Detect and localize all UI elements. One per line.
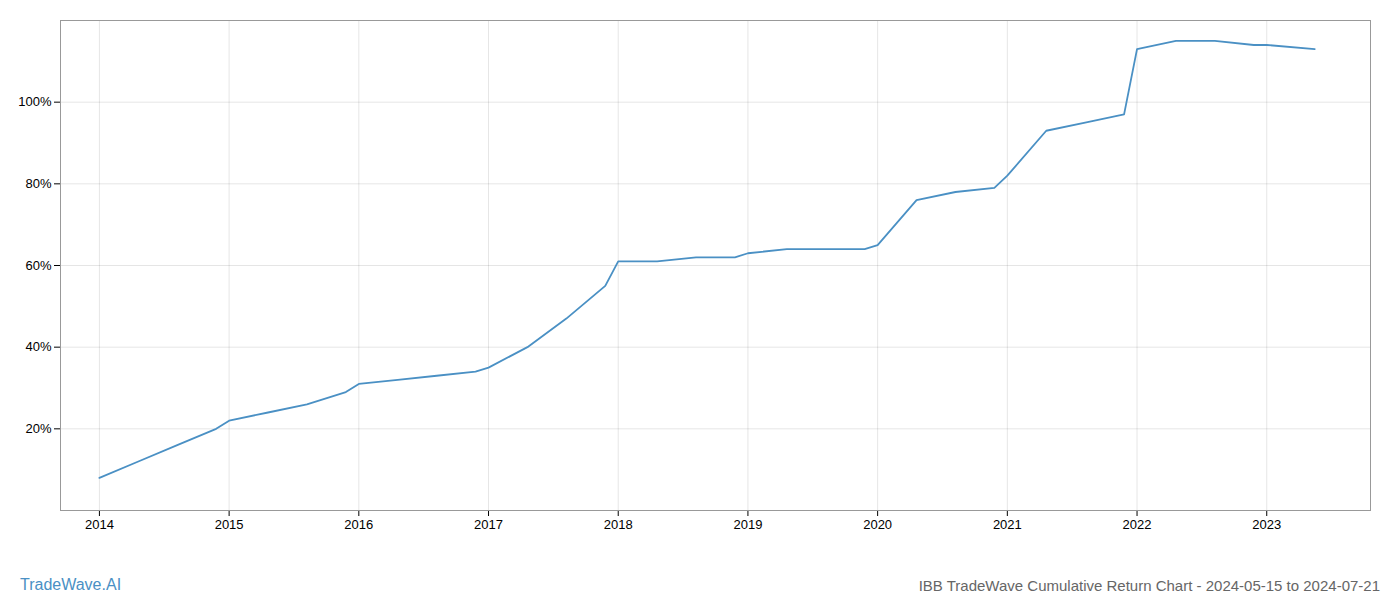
- svg-text:2016: 2016: [344, 517, 373, 532]
- svg-text:2020: 2020: [863, 517, 892, 532]
- svg-text:2023: 2023: [1252, 517, 1281, 532]
- svg-text:100%: 100%: [18, 94, 52, 109]
- svg-text:40%: 40%: [25, 339, 51, 354]
- svg-text:2018: 2018: [604, 517, 633, 532]
- html-text:TradeWave.AI: TradeWave.AI: [20, 576, 122, 593]
- svg-text:60%: 60%: [25, 258, 51, 273]
- svg-text:2014: 2014: [85, 517, 114, 532]
- svg-text:80%: 80%: [25, 176, 51, 191]
- svg-text:2017: 2017: [474, 517, 503, 532]
- svg-text:2015: 2015: [215, 517, 244, 532]
- svg-text:2022: 2022: [1123, 517, 1152, 532]
- svg-text:2019: 2019: [733, 517, 762, 532]
- svg-text:20%: 20%: [25, 421, 51, 436]
- html-text:IBB TradeWave Cumulative Retur: IBB TradeWave Cumulative Return Chart - …: [918, 577, 1380, 594]
- svg-text:2021: 2021: [993, 517, 1022, 532]
